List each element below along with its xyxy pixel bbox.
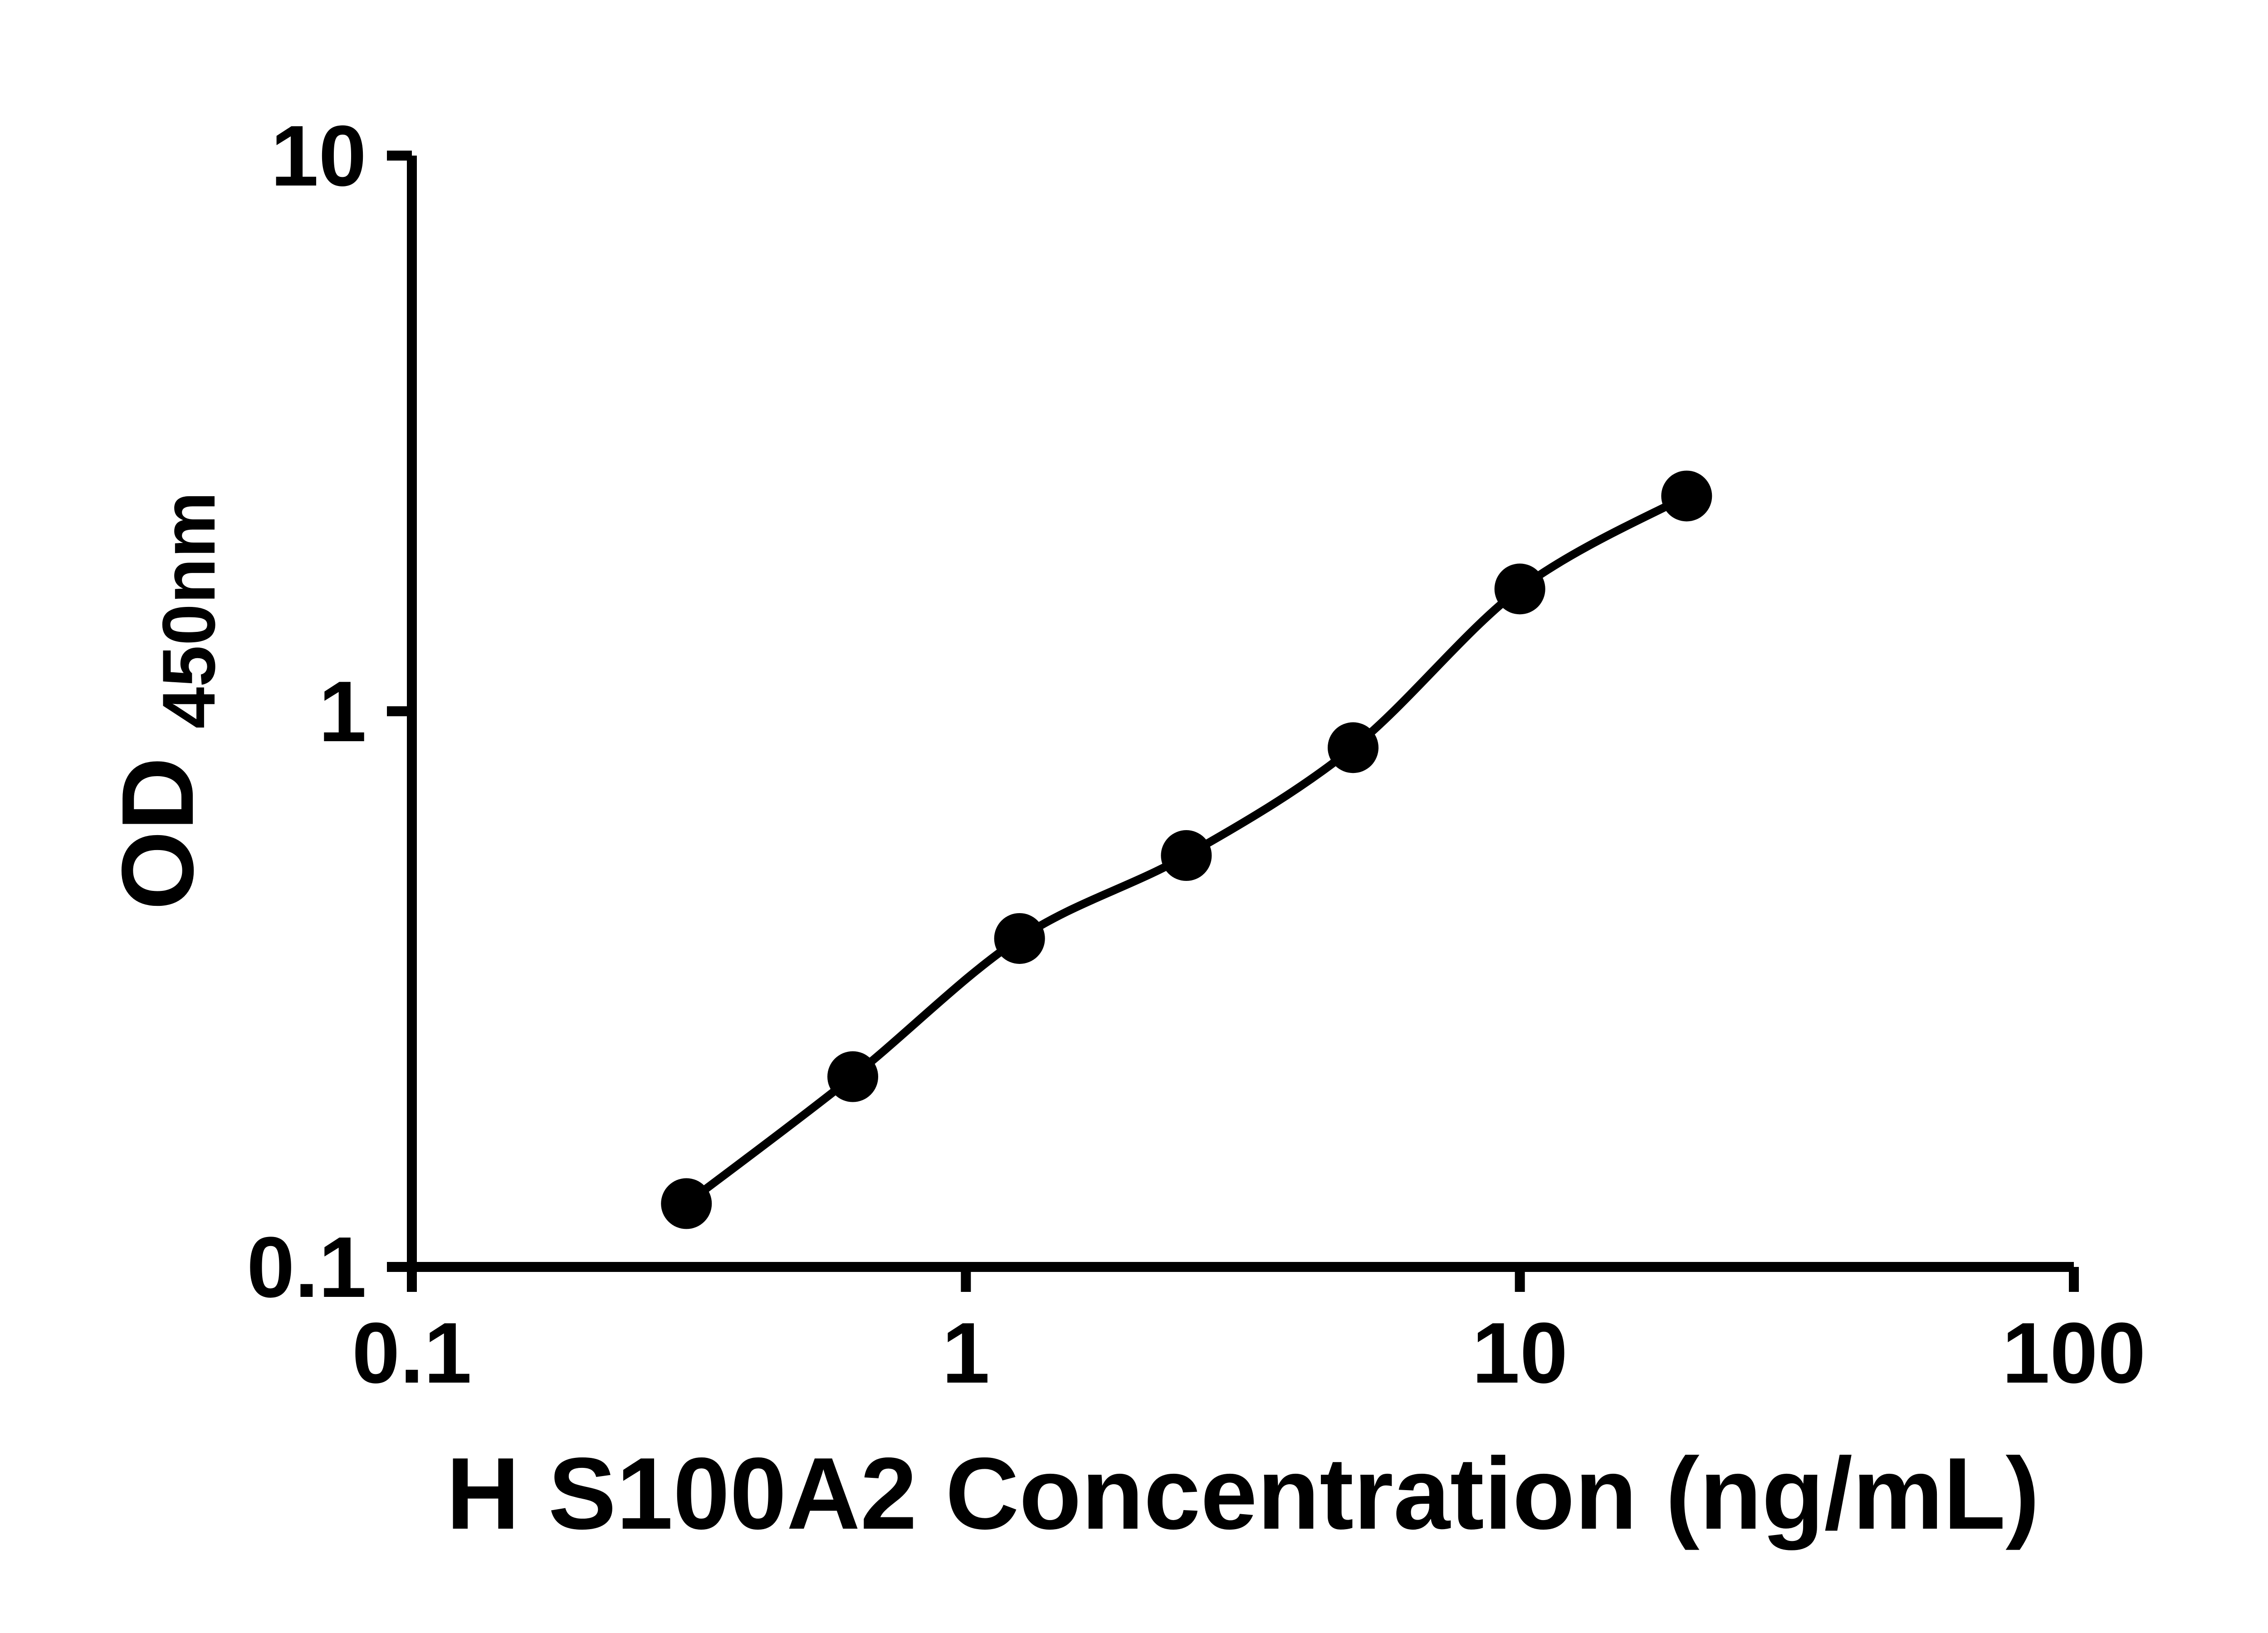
- y-axis-title-subscript: 450nm: [147, 492, 230, 729]
- y-axis-title-main: OD: [100, 757, 215, 910]
- y-axis-ticks: [387, 151, 412, 1272]
- y-tick-label: 0.1: [247, 1219, 367, 1315]
- axes: [407, 156, 2074, 1272]
- y-axis-tick-labels: 0.1 1 10: [247, 108, 367, 1315]
- x-axis-tick-labels: 0.1 1 10 100: [352, 1305, 2146, 1401]
- y-axis-title: OD 450nm: [100, 492, 230, 910]
- plot-area: 0.1 1 10 100 0.1 1 10: [247, 108, 2146, 1401]
- data-point: [827, 1051, 879, 1102]
- data-point: [994, 913, 1045, 964]
- x-tick-label: 10: [1472, 1305, 1568, 1401]
- x-tick-label: 0.1: [352, 1305, 472, 1401]
- x-tick-label: 100: [2002, 1305, 2146, 1401]
- x-axis-ticks: [407, 1267, 2079, 1292]
- data-points: [661, 470, 1712, 1229]
- data-point: [661, 1178, 712, 1229]
- data-point: [1161, 830, 1212, 881]
- data-point: [1328, 722, 1379, 773]
- y-tick-label: 10: [271, 108, 367, 204]
- data-point: [1661, 470, 1712, 522]
- y-tick-label: 1: [318, 664, 367, 760]
- x-axis-title: H S100A2 Concentration (ng/mL): [446, 1436, 2040, 1550]
- data-point: [1494, 563, 1545, 615]
- x-tick-label: 1: [942, 1305, 990, 1401]
